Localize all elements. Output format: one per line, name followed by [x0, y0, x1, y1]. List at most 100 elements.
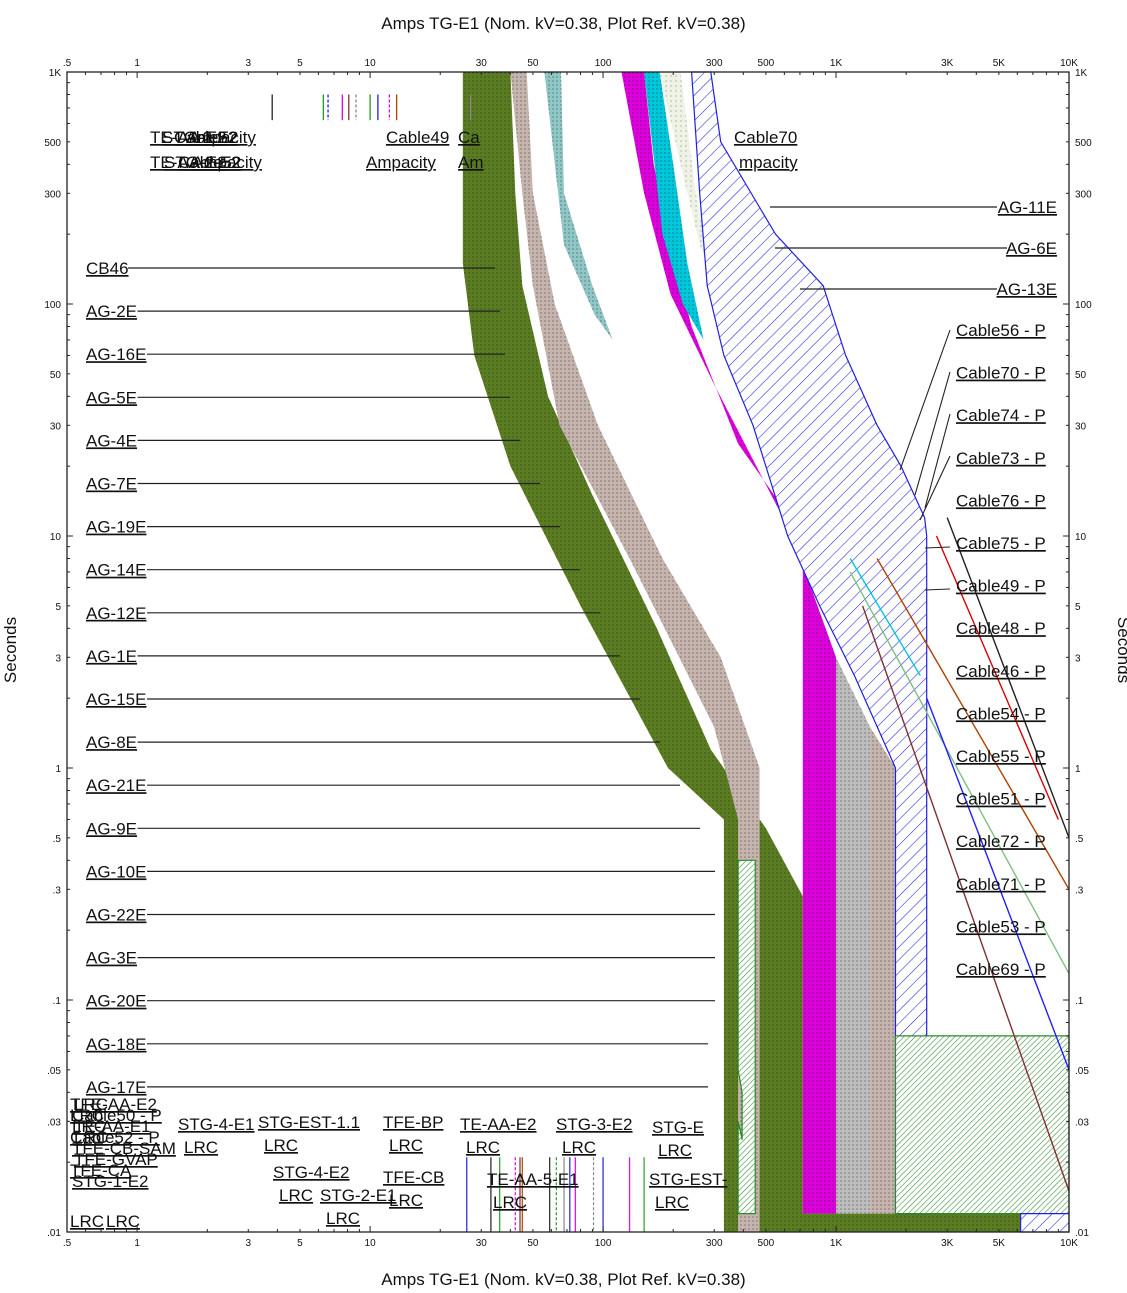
- y-tick-label-left: .03: [47, 1117, 61, 1128]
- top-label: Cable70: [734, 128, 797, 147]
- right-label: Cable56 - P: [956, 321, 1046, 340]
- x-tick-label-top: 5K: [993, 58, 1006, 69]
- lrc-sub-label: LRC: [279, 1186, 313, 1205]
- right-leader: [914, 371, 951, 496]
- lrc-sub-label: LRC: [326, 1209, 360, 1228]
- right-leader: [899, 329, 951, 471]
- lrc-label: STG-EST-1.1: [258, 1113, 360, 1132]
- right-leader: [924, 588, 951, 591]
- x-tick-label-top: 5: [297, 58, 303, 69]
- bottom-left-stack-label: LRC: [74, 1128, 108, 1147]
- x-tick-label-bottom: 30: [476, 1238, 488, 1249]
- x-tick-label-top: 100: [595, 58, 612, 69]
- left-label: AG-21E: [86, 776, 146, 795]
- bottom-left-stack-label: LRC: [72, 1117, 106, 1136]
- y-tick-label-right: 300: [1075, 189, 1092, 200]
- top-left-stack-label: Ampacity: [192, 153, 262, 172]
- left-label: AG-5E: [86, 388, 137, 407]
- right-leader: [924, 413, 951, 509]
- band-pattern-band-b: [510, 72, 760, 1232]
- bottom-left-stack-label: LRC: [70, 1106, 104, 1125]
- lrc-sub-label: LRC: [655, 1193, 689, 1212]
- left-label: AG-19E: [86, 518, 146, 537]
- lrc-label: TE-AA-E2: [460, 1115, 537, 1134]
- bottom-left-stack-label: Cable50 - P: [72, 1106, 162, 1125]
- bottom-left-stack-label: TFE-CA: [70, 1161, 132, 1180]
- lrc-label: STG-2-E1: [320, 1186, 397, 1205]
- x-tick-label-bottom: 50: [527, 1238, 539, 1249]
- curve-Cable49: [876, 558, 1070, 890]
- bottom-left-stack-label: STG-1-E2: [72, 1172, 149, 1191]
- top-label: mpacity: [739, 153, 798, 172]
- band-pattern-band-c: [544, 72, 613, 340]
- chart-title-bottom: Amps TG-E1 (Nom. kV=0.38, Plot Ref. kV=0…: [381, 1270, 746, 1289]
- y-tick-label-right: .05: [1075, 1066, 1089, 1077]
- lrc-label: TE-AA-5-E1: [487, 1170, 579, 1189]
- right-label: Cable72 - P: [956, 832, 1046, 851]
- bottom-left-stack-label: LRC: [74, 1095, 108, 1114]
- left-label: AG-18E: [86, 1035, 146, 1054]
- band-pattern-gnd-green: [737, 859, 756, 1215]
- plot-frame: [66, 71, 1070, 1233]
- y-tick-label-left: .3: [53, 885, 62, 896]
- lrc-label: TFE-CB: [383, 1168, 444, 1187]
- chart-axes: .5 .5 1 1 3 3 5 5 10 10 30 30 50 50 100 100 300 300 500 500…: [44, 58, 1092, 1249]
- chart-bands: [462, 71, 1070, 1233]
- lrc-label: TFE-BP: [383, 1113, 443, 1132]
- left-label: AG-16E: [86, 345, 146, 364]
- curve-Cable75: [946, 517, 1070, 839]
- left-label: AG-3E: [86, 949, 137, 968]
- x-tick-label-bottom: 100: [595, 1238, 612, 1249]
- bottom-left-stack-label: Cable52 - P: [70, 1128, 160, 1147]
- x-tick-label-bottom: 10: [365, 1238, 377, 1249]
- lrc-sub-label: LRC: [493, 1193, 527, 1212]
- chart-title-top: Amps TG-E1 (Nom. kV=0.38, Plot Ref. kV=0…: [381, 14, 746, 33]
- right-top-label: AG-11E: [998, 198, 1057, 217]
- y-tick-label-left: 10: [50, 532, 62, 543]
- top-left-stack-label: TE-AA-E2: [150, 153, 227, 172]
- x-tick-label-bottom: 10K: [1060, 1238, 1078, 1249]
- y-tick-label-right: 100: [1075, 300, 1092, 311]
- band-pattern-blue-br: [1020, 1213, 1070, 1233]
- right-label: Cable51 - P: [956, 790, 1046, 809]
- right-top-label: AG-6E: [1006, 239, 1057, 258]
- x-tick-label-bottom: .5: [63, 1238, 72, 1249]
- left-label: AG-4E: [86, 431, 137, 450]
- x-tick-label-top: 1K: [830, 58, 843, 69]
- x-tick-label-top: 500: [758, 58, 775, 69]
- left-label: AG-12E: [86, 604, 146, 623]
- bottom-left-lrc: LRC: [106, 1212, 140, 1231]
- y-tick-label-right: .3: [1075, 885, 1084, 896]
- right-leader: [919, 455, 951, 521]
- x-tick-label-top: 10: [365, 58, 377, 69]
- right-label: Cable70 - P: [956, 364, 1046, 383]
- y-tick-label-right: 50: [1075, 370, 1087, 381]
- right-leader: [924, 546, 951, 549]
- y-tick-label-right: 30: [1075, 421, 1087, 432]
- x-tick-label-bottom: 5K: [993, 1238, 1006, 1249]
- top-label: Ampacity: [366, 153, 436, 172]
- top-left-stack-label: Cable52: [178, 153, 241, 172]
- top-left-stack-label: STG-2-E2: [164, 153, 241, 172]
- left-label: AG-8E: [86, 733, 137, 752]
- lrc-label: STG-3-E2: [556, 1115, 633, 1134]
- bottom-left-stack-label: TFE-AA-E2: [70, 1095, 157, 1114]
- y-tick-label-right: 500: [1075, 138, 1092, 149]
- chart-labels: CB46 AG-2E AG-16E AG-5E AG-4E AG-7E AG-19E AG-1…: [70, 128, 1057, 1231]
- right-label: Cable49 - P: [956, 577, 1046, 596]
- band-pattern-band-e: [644, 72, 704, 340]
- lrc-sub-label: LRC: [184, 1138, 218, 1157]
- band-pattern-band-f: [659, 72, 715, 286]
- lrc-sub-label: LRC: [658, 1141, 692, 1160]
- y-tick-label-left: 30: [50, 421, 62, 432]
- curve-Cable69: [926, 697, 1070, 1071]
- x-tick-label-top: 30: [476, 58, 488, 69]
- x-tick-label-top: 50: [527, 58, 539, 69]
- right-label: Cable46 - P: [956, 662, 1046, 681]
- top-label: Cable49: [386, 128, 449, 147]
- chart-curves: [271, 94, 1070, 1232]
- top-left-stack-label: Cable52: [174, 128, 237, 147]
- left-label: AG-22E: [86, 906, 146, 925]
- x-tick-label-bottom: 300: [706, 1238, 723, 1249]
- bottom-left-stack-label: TE-AA-E1: [74, 1117, 151, 1136]
